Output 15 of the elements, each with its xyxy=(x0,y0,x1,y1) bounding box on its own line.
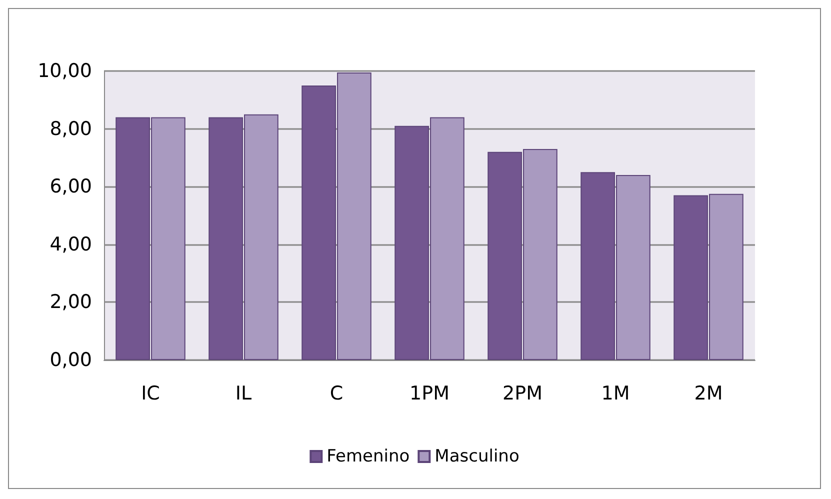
x-tick-label: IC xyxy=(141,382,160,404)
y-tick-label: 10,00 xyxy=(38,60,92,82)
y-tick-label: 8,00 xyxy=(50,118,92,140)
x-tick-label: 2PM xyxy=(502,382,542,404)
y-tick-label: 6,00 xyxy=(50,176,92,198)
x-tick-label: C xyxy=(330,382,344,404)
x-tick-label: 2M xyxy=(694,382,723,404)
x-tick-label: 1M xyxy=(601,382,630,404)
legend-label: Masculino xyxy=(434,446,520,466)
y-tick-label: 4,00 xyxy=(50,233,92,256)
x-tick-label: 1PM xyxy=(410,382,450,404)
x-tick-label: IL xyxy=(235,382,252,404)
y-tick-label: 2,00 xyxy=(50,291,92,314)
y-tick-label: 0,00 xyxy=(50,349,92,371)
legend-label: Femenino xyxy=(326,446,410,466)
